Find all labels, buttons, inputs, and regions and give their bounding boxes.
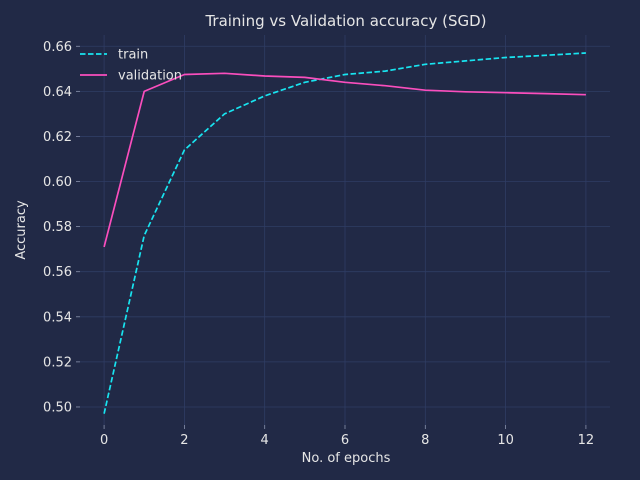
y-tick-label: 0.52: [43, 355, 72, 370]
legend-label-train: train: [118, 48, 148, 63]
x-axis-label: No. of epochs: [302, 451, 391, 466]
y-tick-label: 0.62: [43, 130, 72, 145]
x-tick-label: 6: [341, 433, 349, 448]
x-tick-label: 2: [180, 433, 188, 448]
x-tick-label: 8: [421, 433, 429, 448]
grid-lines: [80, 35, 610, 425]
axis-ticks: 0.50 0.52 0.54 0.56 0.58 0.60 0.62 0.64 0.66 0 2 4 6…: [43, 40, 594, 448]
series-lines: [103, 52, 586, 414]
legend: train validation: [80, 48, 182, 84]
legend-label-validation: validation: [118, 69, 182, 84]
y-tick-label: 0.54: [43, 310, 72, 325]
y-tick-label: 0.60: [43, 175, 72, 190]
x-tick-label: 10: [497, 433, 514, 448]
x-tick-label: 4: [261, 433, 269, 448]
chart-title: Training vs Validation accuracy (SGD): [204, 12, 486, 30]
y-tick-label: 0.58: [43, 220, 72, 235]
y-tick-label: 0.66: [43, 40, 72, 55]
y-tick-label: 0.64: [43, 85, 72, 100]
series-line-validation: [103, 72, 586, 248]
x-tick-label: 0: [100, 433, 108, 448]
y-axis-label: Accuracy: [14, 200, 29, 260]
y-tick-label: 0.56: [43, 265, 72, 280]
x-tick-label: 12: [578, 433, 595, 448]
series-line-train: [103, 52, 586, 414]
y-tick-label: 0.50: [43, 400, 72, 415]
